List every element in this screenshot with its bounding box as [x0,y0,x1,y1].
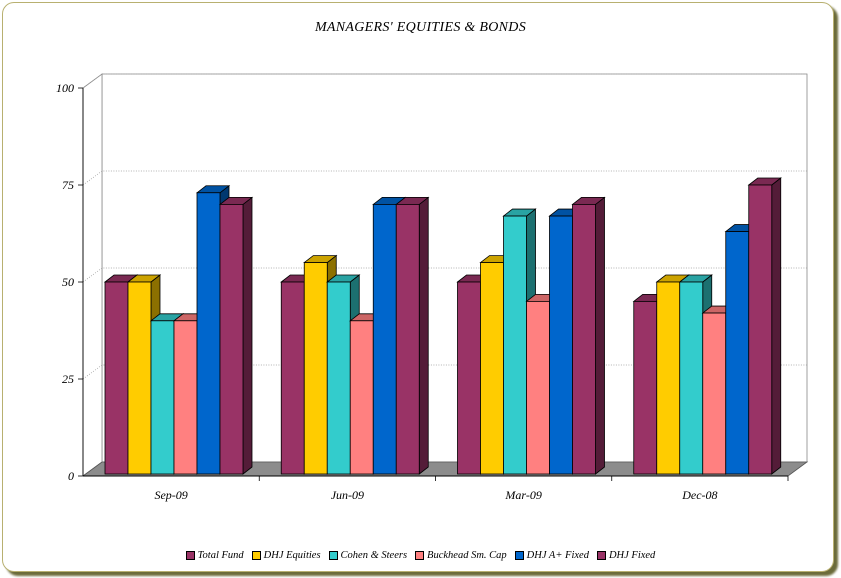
bar [280,281,305,475]
legend-swatch [328,551,338,561]
bar [457,281,481,475]
chart-title: MANAGERS' EQUITIES & BONDS [314,20,527,35]
legend-label: DHJ Fixed [608,550,656,562]
bar [173,320,198,475]
legend-item: Buckhead Sm. Cap [415,550,507,561]
bar [395,203,420,475]
y-tick-label: 25 [62,372,74,386]
chart-legend: Total Fund DHJ Equities Cohen & Steers Buck… [0,550,841,561]
y-tick-label: 0 [68,469,74,483]
bar [679,281,704,475]
y-tick-label: 75 [62,178,74,192]
bar [526,300,550,475]
gridline [82,267,807,283]
bar [127,281,152,475]
x-tick-label: Sep-09 [154,488,187,502]
legend-label: Buckhead Sm. Cap [427,550,507,562]
legend-swatch [596,551,606,561]
bar [549,215,573,475]
bar [656,281,681,475]
bar [326,281,351,475]
bar-side [418,196,429,475]
bar [702,312,727,475]
bar-side [595,196,605,475]
legend-item: Cohen & Steers [328,550,408,562]
legend-label: DHJ A+ Fixed [526,550,589,562]
bar [503,215,527,475]
bar [196,192,221,475]
bar [480,262,504,475]
legend-item: DHJ Equities [251,550,321,562]
bar [349,320,374,475]
gridline [82,73,807,89]
gridline [82,364,807,380]
y-tick-label: 100 [56,81,74,95]
legend-item: DHJ Fixed [596,550,656,562]
gridline [82,170,807,186]
x-tick-label: Mar-09 [504,488,541,502]
legend-item: DHJ A+ Fixed [514,550,589,562]
bar [572,203,596,475]
legend-label: Total Fund [197,550,244,562]
legend-swatch [415,551,425,561]
legend-item: Total Fund [185,550,244,562]
chart-side-wall [82,73,103,477]
x-tick-label: Jun-09 [331,488,364,502]
legend-swatch [251,551,261,561]
bar [303,262,328,475]
bar-side [771,177,782,475]
bar [372,203,397,475]
y-tick-label: 50 [62,275,74,289]
bar [748,184,773,475]
legend-swatch [185,551,195,561]
legend-label: Cohen & Steers [340,550,408,562]
legend-swatch [514,551,524,561]
bar [633,300,658,475]
bar [725,231,750,475]
bar-side [242,196,253,475]
bar [104,281,129,475]
bar [219,203,244,475]
legend-label: DHJ Equities [263,550,321,562]
bar [150,320,175,475]
x-tick-label: Dec-08 [681,488,717,502]
